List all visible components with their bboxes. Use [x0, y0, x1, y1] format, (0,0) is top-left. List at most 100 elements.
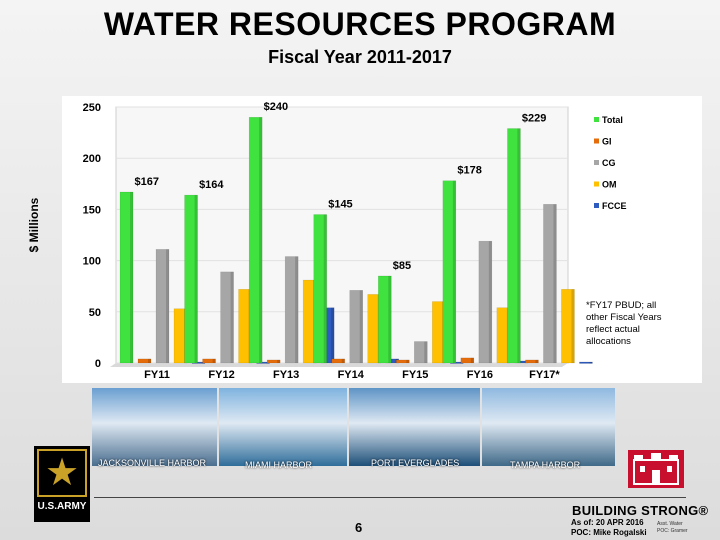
bar-shade	[259, 117, 263, 364]
bar-total-fy12	[184, 194, 198, 364]
legend-label-om: OM	[602, 180, 617, 190]
bar-shade	[359, 290, 363, 363]
army-logo-text: U.S.ARMY	[37, 501, 87, 512]
legend-label-fcce: FCCE	[602, 201, 627, 211]
plot-floor	[110, 363, 568, 367]
bar-shade	[388, 275, 392, 363]
bar-shade	[194, 195, 198, 363]
data-label: $240	[264, 101, 288, 113]
building-strong-tagline: BUILDING STRONG®	[572, 503, 709, 518]
bar-cg-fy12	[220, 271, 234, 364]
x-tick-label: FY12	[208, 369, 234, 381]
us-army-logo: ★ U.S.ARMY	[34, 446, 90, 522]
bar-total-fy13	[248, 116, 263, 364]
bar-shade	[323, 214, 327, 363]
bar-shade	[424, 341, 428, 363]
bar-gi-fy11	[137, 358, 152, 364]
bar-shade	[212, 358, 216, 363]
bar-om-fy17	[561, 289, 575, 364]
y-tick-label: 200	[83, 153, 101, 165]
small-footer-line-2: POC: Gramer	[657, 528, 688, 534]
legend-label-total: Total	[602, 115, 623, 125]
x-tick-label: FY13	[273, 369, 299, 381]
bar-total-fy15	[378, 275, 392, 364]
photo-port-everglades	[349, 388, 480, 466]
legend-label-gi: GI	[602, 137, 612, 147]
y-tick-label: 50	[89, 307, 101, 319]
bar-gi-fy16	[460, 357, 475, 364]
castle-icon	[633, 453, 679, 485]
small-footer-line-1: Asst. Water	[657, 521, 683, 527]
photo-jacksonville-harbor	[92, 388, 217, 466]
bar-shade	[589, 361, 593, 364]
bar-shade	[517, 128, 521, 363]
photo-miami-harbor	[219, 388, 347, 466]
bar-gi-fy17	[525, 359, 539, 364]
bar-total-fy14	[313, 214, 327, 364]
x-tick-label: FY11	[144, 369, 170, 381]
photo-label-jacksonville: JACKSONVILLE HARBOR	[98, 458, 207, 468]
bar-shade	[277, 359, 281, 363]
bar-shade	[553, 204, 557, 363]
legend-swatch-om	[594, 181, 599, 187]
legend-swatch-total	[594, 117, 599, 122]
bar-cg-fy14	[349, 290, 363, 364]
photo-label-tampa: TAMPA HARBOR	[510, 460, 581, 470]
bar-shade	[166, 249, 169, 363]
legend-swatch-cg	[594, 160, 599, 165]
data-label: $145	[328, 199, 352, 211]
data-label: $167	[135, 176, 159, 188]
small-footer-text: Asst. Water POC: Gramer	[657, 521, 688, 535]
poc-text: POC: Mike Rogalski	[571, 528, 647, 537]
photo-label-miami: MIAMI HARBOR	[245, 460, 313, 470]
data-label: $229	[522, 113, 546, 125]
page-number: 6	[355, 520, 363, 535]
bar-shade	[488, 241, 492, 363]
as-of-text: As of: 20 APR 2016	[571, 518, 644, 527]
bar-shade	[230, 271, 234, 363]
data-label: $85	[393, 260, 411, 272]
usace-castle-logo	[628, 450, 684, 488]
page-title: WATER RESOURCES PROGRAM	[103, 6, 617, 42]
bar-gi-fy14	[331, 358, 345, 364]
bar-total-fy17	[507, 128, 521, 364]
bar-cg-fy13	[284, 256, 299, 364]
x-tick-label: FY17*	[529, 369, 560, 381]
bar-fcce-fy17	[579, 361, 593, 364]
bar-cg-fy15	[414, 341, 428, 364]
bar-gi-fy13	[266, 359, 281, 364]
y-tick-label: 150	[83, 204, 101, 216]
bar-chart: 0 50 100 150 200 250 FY11 $167 FY12 $164 FY13 $240 F…	[82, 101, 627, 381]
bar-shade	[295, 256, 299, 363]
bar-cg-fy16	[478, 240, 493, 364]
page-subtitle: Fiscal Year 2011-2017	[268, 47, 452, 67]
bar-total-fy16	[442, 180, 457, 364]
legend-label-cg: CG	[602, 158, 616, 168]
bar-shade	[130, 191, 133, 363]
photo-label-everglades: PORT EVERGLADES	[371, 458, 460, 468]
y-tick-label: 0	[95, 358, 101, 370]
army-star-icon: ★	[37, 449, 87, 497]
bar-shade	[341, 358, 345, 363]
bar-total-fy11	[119, 191, 134, 364]
legend-swatch-gi	[594, 138, 599, 144]
bar-gi-fy12	[202, 358, 216, 364]
bar-shade	[148, 358, 151, 363]
bar-shade	[535, 359, 539, 363]
bar-shade	[406, 359, 410, 363]
bar-gi-fy15	[396, 359, 410, 364]
bar-shade	[331, 307, 335, 363]
data-label: $178	[457, 165, 481, 177]
y-tick-label: 100	[83, 256, 101, 268]
bar-shade	[571, 289, 575, 363]
x-tick-label: FY15	[402, 369, 428, 381]
x-tick-label: FY16	[467, 369, 493, 381]
bar-shade	[470, 357, 474, 363]
x-tick-label: FY14	[338, 369, 365, 381]
legend-swatch-fcce	[594, 203, 599, 208]
as-of-date: As of: 20 APR 2016 POC: Mike Rogalski	[571, 518, 647, 538]
data-label: $164	[199, 179, 224, 191]
footer-divider	[94, 497, 686, 498]
bar-cg-fy17	[543, 204, 557, 364]
photo-tampa-harbor	[482, 388, 615, 466]
